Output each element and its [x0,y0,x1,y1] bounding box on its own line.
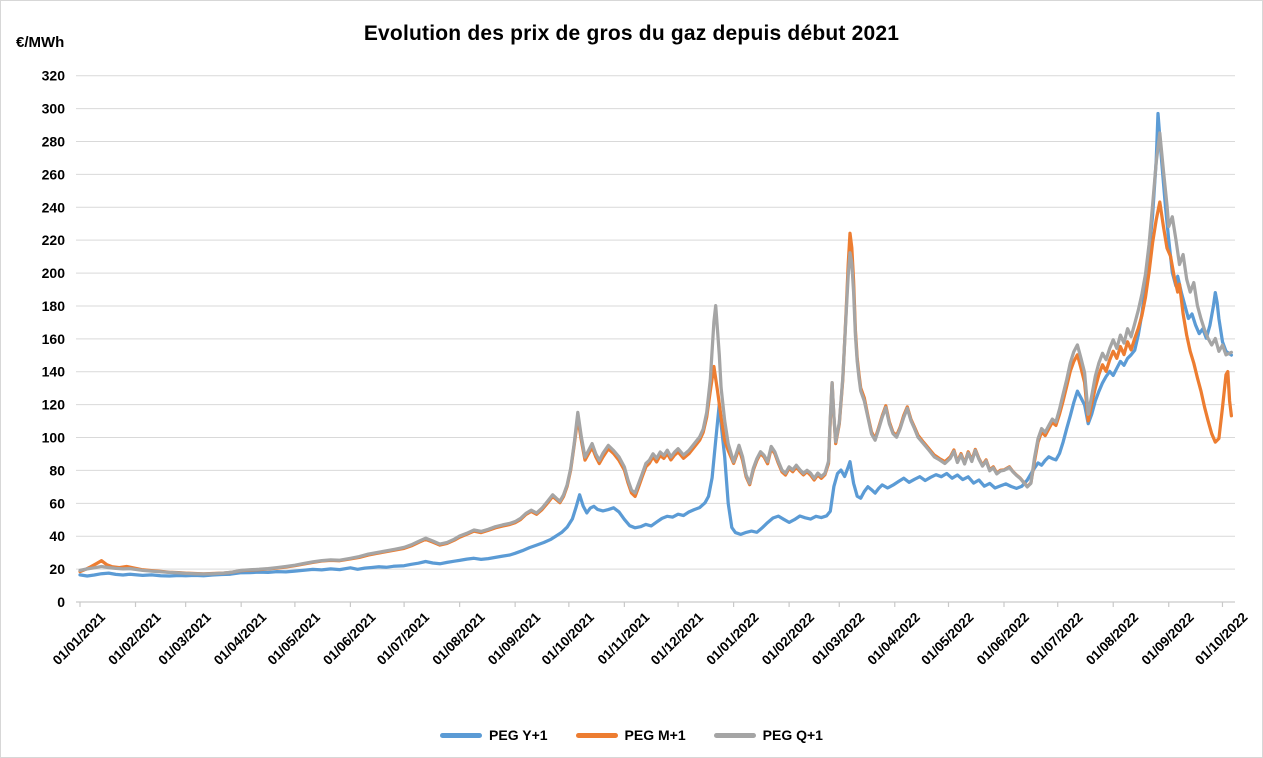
x-axis-tick-label: 01/05/2022 [918,610,976,668]
x-axis-tick-label: 01/07/2022 [1027,610,1085,668]
y-axis-tick-label: 200 [42,265,66,281]
legend-swatch-peg-m-1 [575,732,618,738]
y-axis-tick-label: 80 [49,462,65,478]
x-axis-tick-label: 01/03/2022 [809,610,867,668]
chart-legend: PEG Y+1 PEG M+1 PEG Q+1 [1,727,1262,743]
x-axis-tick-label: 01/09/2021 [485,609,544,668]
x-axis-tick-label: 01/09/2022 [1138,610,1196,668]
x-axis-tick-label: 01/01/2021 [50,609,109,668]
legend-item-peg-m-1: PEG M+1 [575,727,686,743]
legend-item-peg-q-1: PEG Q+1 [713,727,823,743]
x-axis-tick-label: 01/11/2021 [595,609,653,667]
y-axis-labels: 0 20 40 60 80 100 120 140 160 180 200 220 240 260 280 3… [42,68,66,610]
y-axis-tick-label: 140 [42,364,66,380]
x-axis-tick-label: 01/08/2022 [1083,610,1141,668]
legend-label-peg-q-1: PEG Q+1 [762,727,823,743]
x-axis-labels: 01/01/202101/02/202101/03/202101/04/2021… [50,609,1251,668]
x-axis-tick-label: 01/10/2022 [1192,610,1250,668]
x-axis-tick-label: 01/05/2021 [265,609,324,668]
x-axis-tick-label: 01/07/2021 [374,609,433,668]
series-line-peg-m-1 [78,200,1234,576]
legend-item-peg-y-1: PEG Y+1 [440,727,548,743]
x-axis-tick-label: 01/12/2021 [648,609,707,668]
y-axis-tick-label: 180 [42,298,66,314]
x-axis-tick-label: 01/02/2022 [759,610,817,668]
y-axis-tick-label: 100 [42,430,66,446]
x-axis-tick-label: 01/01/2022 [703,610,761,668]
x-axis-tick-label: 01/04/2022 [864,610,922,668]
x-axis-tick-label: 01/04/2021 [211,609,270,668]
y-gridlines [76,75,1235,570]
legend-swatch-peg-q-1 [713,732,756,738]
x-axis-tick-label: 01/06/2022 [974,610,1032,668]
y-axis-tick-label: 260 [42,166,66,182]
y-axis-tick-label: 0 [57,594,65,610]
chart-title: Evolution des prix de gros du gaz depuis… [363,22,900,45]
x-axis-ticks [79,602,1224,607]
x-axis-tick-label: 01/08/2021 [429,609,488,668]
y-axis-tick-label: 20 [49,561,65,577]
x-axis-tick-label: 01/03/2021 [155,609,214,668]
y-axis-tick-label: 320 [42,68,66,84]
y-axis-tick-label: 240 [42,199,66,215]
legend-swatch-peg-y-1 [440,732,483,738]
y-axis-tick-label: 40 [49,528,65,544]
series-line-peg-q-1 [78,131,1234,576]
y-axis-tick-label: 220 [42,232,66,248]
x-axis-tick-label: 01/10/2021 [539,609,598,668]
y-axis-tick-label: 280 [42,133,66,149]
legend-label-peg-y-1: PEG Y+1 [489,727,548,743]
y-axis-unit-label: €/MWh [16,34,65,51]
y-axis-tick-label: 60 [49,495,65,511]
series-line-peg-y-1 [78,111,1234,578]
legend-label-peg-m-1: PEG M+1 [624,727,686,743]
y-axis-tick-label: 120 [42,397,66,413]
y-axis-tick-label: 300 [42,101,66,117]
x-axis-tick-label: 01/06/2021 [320,609,379,668]
x-axis-tick-label: 01/02/2021 [105,609,164,668]
y-axis-tick-label: 160 [42,331,66,347]
